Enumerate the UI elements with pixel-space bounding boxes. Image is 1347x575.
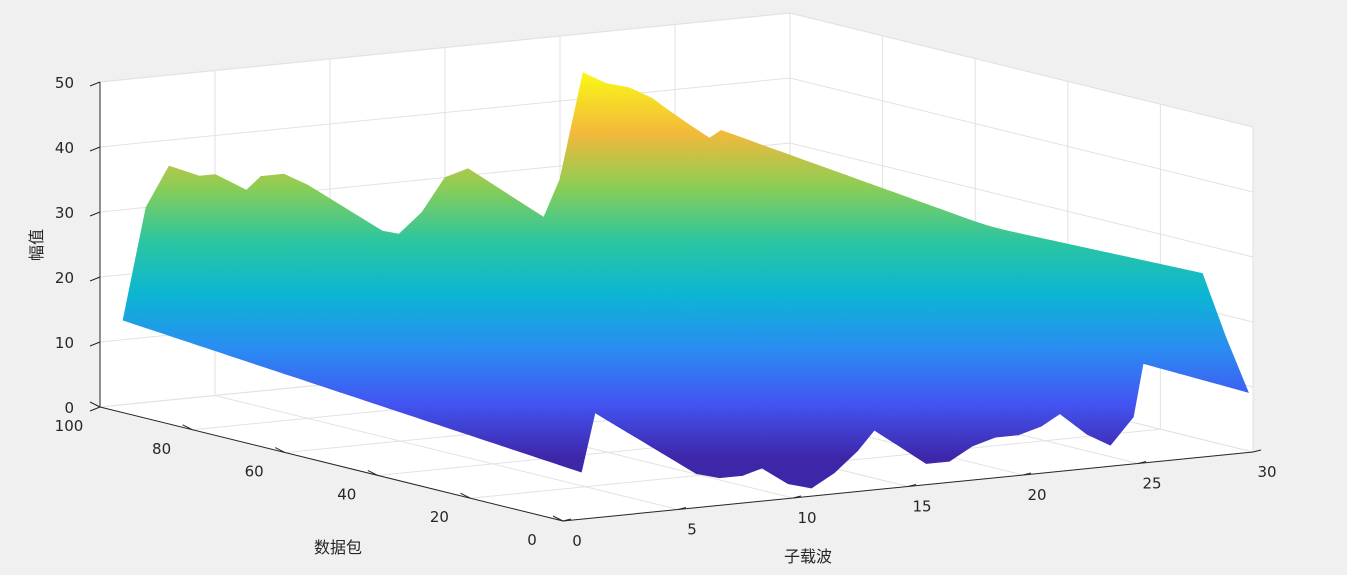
surface-plot [122,72,1249,489]
y-tick-mark [274,447,286,454]
y-tick-mark [182,424,193,431]
x-tick-mark [1137,461,1147,464]
y-tick-mark [460,492,471,499]
x-tick-label: 0 [572,532,582,550]
x-tick-label: 30 [1257,463,1276,481]
y-axis-label: 数据包 [314,538,362,557]
y-tick-mark [89,401,101,408]
top-edge [99,12,1254,128]
y-axis-line [99,406,564,522]
z-tick-label: 10 [55,334,74,352]
z-tick-mark [89,341,101,347]
z-grid-line [99,142,1254,258]
z-tick-label: 20 [55,269,74,287]
x-tick-mark [677,507,687,510]
z-tick-mark [89,211,101,217]
x-tick-mark [1252,449,1262,453]
x-tick-label: 20 [1027,486,1046,504]
x-tick-mark [792,495,802,499]
y-tick-label: 80 [152,440,171,458]
z-tick-mark [89,146,101,152]
x-tick-label: 5 [687,521,697,539]
z-tick-mark [89,81,101,87]
z-axis-label: 幅值 [27,229,46,261]
y-tick-label: 20 [430,508,449,526]
z-tick-label: 50 [55,74,74,92]
surface-patch [1213,332,1249,393]
y-tick-label: 40 [337,485,356,503]
z-tick-label: 0 [64,399,74,417]
y-tick-label: 0 [527,531,537,549]
y-tick-mark [367,469,379,476]
x-tick-mark [907,484,917,487]
x-tick-mark [1022,472,1032,476]
z-tick-label: 40 [55,139,74,157]
z-tick-mark [89,406,101,412]
z-tick-label: 30 [55,204,74,222]
y-tick-mark [552,515,564,522]
x-tick-mark [562,518,572,522]
x-tick-label: 10 [797,509,816,527]
x-tick-label: 25 [1142,475,1161,493]
x-tick-label: 15 [912,498,931,516]
x-axis-label: 子载波 [784,547,832,566]
z-tick-mark [89,276,101,282]
y-tick-label: 100 [55,417,84,435]
y-tick-label: 60 [245,463,264,481]
z-grid-line [99,77,1254,193]
